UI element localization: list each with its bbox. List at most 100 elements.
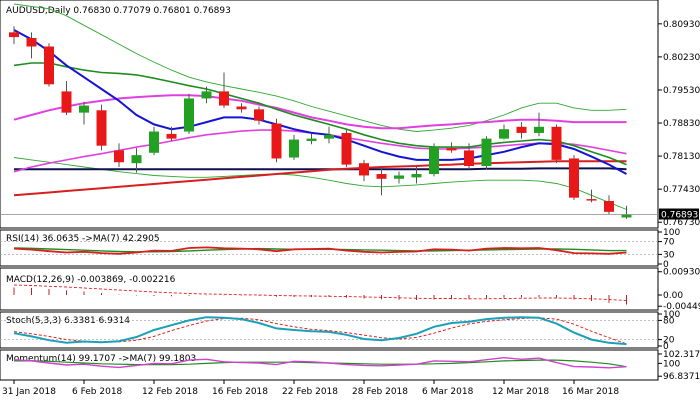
- date-tick-label: 22 Feb 2018: [282, 387, 338, 397]
- current-price-box: [659, 208, 699, 220]
- rsi-panel-frame: [0, 229, 659, 267]
- envelope-lower-line: [13, 157, 627, 210]
- candle: [551, 124, 562, 164]
- candle-body: [569, 158, 579, 198]
- rsi-header: RSI(14) 36.0635 ->MA(7) 42.2905: [6, 234, 160, 244]
- candle: [341, 130, 352, 167]
- candle-body: [131, 155, 142, 164]
- date-tick-label: 6 Feb 2018: [72, 387, 123, 397]
- candle-body: [219, 91, 229, 106]
- date-tick-label: 16 Mar 2018: [562, 387, 619, 397]
- macd-axis-tick-label: 0.00: [663, 291, 683, 301]
- momentum-panel: Momentum(14) 99.1707 ->MA(7) 99.1803 102…: [0, 349, 700, 382]
- candle: [271, 118, 282, 163]
- envelope-upper-line: [13, 3, 627, 132]
- candle-body: [289, 139, 299, 158]
- candle: [149, 126, 159, 156]
- candle: [604, 195, 614, 215]
- momentum-axis-tick-label: 102.3173: [663, 350, 700, 360]
- candle-body: [359, 163, 369, 176]
- candle-body: [586, 199, 597, 201]
- candle-body: [464, 150, 474, 167]
- candle: [44, 43, 54, 87]
- price-panel-frame: [0, 0, 659, 229]
- price-header: AUDUSD,Daily 0.76830 0.77079 0.76801 0.7…: [6, 6, 231, 16]
- date-axis: 31 Jan 2018 6 Feb 2018 12 Feb 2018 16 Feb 2…: [2, 380, 619, 397]
- candle-body: [306, 138, 317, 141]
- ma-blue-line: [13, 29, 627, 175]
- candle-body: [26, 38, 37, 47]
- macd-axis-tick-label: -0.004496: [663, 302, 700, 312]
- price-axis: 0.80930 0.80230 0.79530 0.78830 0.78130 0.774…: [658, 20, 700, 228]
- rsi-axis-tick-label: 30: [663, 250, 675, 260]
- candle-body: [61, 91, 72, 113]
- candle-body: [481, 138, 492, 167]
- candle-body: [324, 134, 334, 139]
- candle-body: [114, 150, 124, 163]
- candle-body: [184, 98, 194, 132]
- candle: [569, 155, 579, 201]
- candle-body: [429, 147, 439, 175]
- candle-body: [341, 132, 352, 165]
- candle: [289, 134, 299, 160]
- candle: [464, 143, 474, 170]
- macd-header: MACD(12,26,9) -0.003869, -0.002216: [6, 275, 176, 285]
- candle: [114, 143, 124, 167]
- candle: [236, 103, 247, 113]
- macd-axis-tick-label: 0.009302: [663, 268, 700, 278]
- current-price-marker: 0.76893: [0, 208, 699, 221]
- stoch-lines: [0, 316, 658, 346]
- candle-body: [271, 123, 282, 159]
- rsi-axis-tick-label: 70: [663, 238, 675, 248]
- date-tick-label: 12 Feb 2018: [142, 387, 198, 397]
- candle-body: [79, 105, 89, 113]
- price-axis-tick-label: 0.76730: [663, 218, 700, 228]
- date-tick-label: 28 Feb 2018: [352, 387, 408, 397]
- stoch-k-line: [13, 316, 627, 346]
- candle: [499, 124, 509, 140]
- stoch-axis-tick-label: 20: [663, 336, 675, 346]
- candle: [166, 126, 177, 141]
- price-panel: AUDUSD,Daily 0.76830 0.77079 0.76801 0.7…: [0, 0, 700, 229]
- candle: [446, 142, 457, 153]
- rsi-axis-tick-label: 0: [663, 260, 669, 270]
- candle-body: [149, 131, 159, 153]
- momentum-panel-frame: [0, 349, 659, 381]
- momentum-axis-tick-label: 96.8371: [663, 372, 700, 382]
- rsi-lines: [0, 241, 658, 255]
- candle-body: [254, 109, 264, 121]
- candle: [324, 126, 334, 144]
- date-tick-label: 6 Mar 2018: [422, 387, 474, 397]
- current-price-label: 0.76893: [661, 211, 698, 221]
- price-axis-tick-label: 0.77430: [663, 185, 700, 195]
- candle-body: [551, 126, 562, 160]
- candle: [394, 171, 404, 184]
- candle-body: [534, 126, 544, 133]
- candle: [429, 143, 439, 177]
- ma-red-line: [13, 160, 627, 197]
- momentum-header: Momentum(14) 99.1707 ->MA(7) 99.1803: [6, 354, 196, 364]
- candle: [184, 93, 194, 134]
- macd-panel: MACD(12,26,9) -0.003869, -0.002216 0.009…: [0, 267, 700, 312]
- candle: [534, 112, 544, 137]
- macd-axis: 0.009302 0.00-0.004496: [658, 268, 700, 312]
- candle: [26, 32, 37, 59]
- candlesticks: [9, 26, 632, 219]
- stoch-panel-frame: [0, 311, 659, 349]
- candle: [516, 122, 527, 139]
- price-axis-tick-label: 0.78130: [663, 152, 700, 162]
- candle: [306, 133, 317, 145]
- stoch-header: Stoch(5,3,3) 6.3381 6.9314: [6, 316, 130, 326]
- candle-body: [44, 46, 54, 85]
- candle: [621, 205, 632, 219]
- macd-panel-frame: [0, 267, 659, 311]
- date-tick-label: 12 Mar 2018: [492, 387, 549, 397]
- stoch-axis-tick-label: 100: [663, 310, 680, 320]
- candle: [131, 148, 142, 173]
- candle-body: [201, 91, 212, 99]
- candle: [359, 159, 369, 182]
